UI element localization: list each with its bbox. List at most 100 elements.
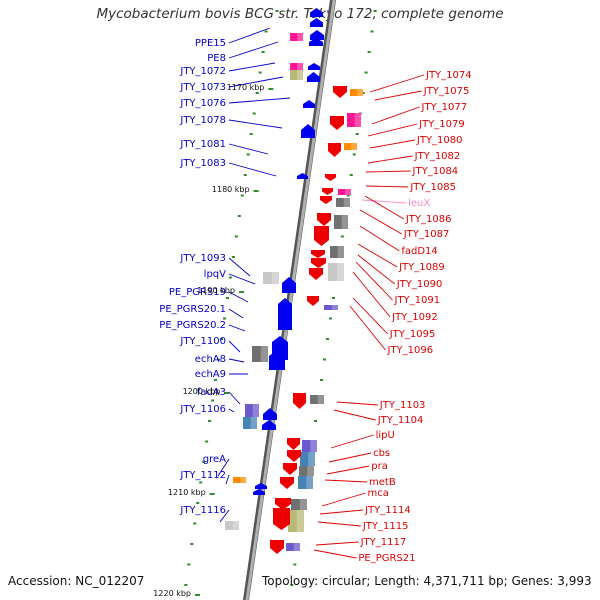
tick-dash	[325, 338, 329, 340]
reverse-gene-label: JTY_1080	[416, 135, 463, 146]
feature-block	[243, 417, 257, 429]
feature-block	[290, 33, 303, 41]
reverse-gene-label: JTY_1075	[423, 86, 470, 97]
forward-gene-label: PE_PGRS19	[169, 287, 226, 298]
feature-block-shade	[260, 346, 268, 362]
feature-block-shade	[341, 215, 348, 229]
forward-gene-label: echA9	[195, 369, 226, 380]
gene-labels: PPE15 PE8 JTY_1072 JTY_1073 JTY_1076 JTY_1078…	[159, 38, 471, 564]
forward-gene-arrow	[278, 298, 292, 330]
reverse-leader-line	[357, 243, 398, 268]
reverse-leader-line	[328, 452, 372, 463]
forward-leader-line	[225, 474, 230, 485]
forward-gene-arrow	[255, 483, 267, 489]
reverse-gene-label: JTY_1115	[362, 521, 409, 532]
feature-block-shade	[336, 263, 344, 281]
scale-label: 1180 kbp	[212, 185, 250, 194]
reverse-gene-label: JTY_1091	[394, 295, 441, 306]
forward-gene-arrow	[297, 173, 308, 179]
gene-arrows	[253, 8, 347, 554]
scale-label: 1200 kbp	[183, 387, 221, 396]
reverse-leader-line	[352, 297, 389, 335]
forward-gene-arrow	[282, 277, 296, 293]
reverse-leader-line	[352, 271, 391, 318]
reverse-gene-label: JTY_1104	[377, 415, 424, 426]
forward-leader-line	[228, 273, 256, 285]
reverse-gene-label: JTY_1082	[414, 151, 461, 162]
forward-gene-label: JTY_1078	[179, 115, 226, 126]
scale-label: 1210 kbp	[168, 488, 206, 497]
tick-dash	[331, 297, 335, 299]
reverse-gene-arrow	[287, 450, 301, 462]
reverse-leader-line	[367, 155, 413, 164]
feature-block-shade	[308, 452, 315, 466]
forward-gene-arrow	[310, 18, 323, 27]
reverse-gene-label: JTY_1077	[421, 102, 468, 113]
reverse-gene-label: PE_PGRS21	[358, 553, 415, 564]
reverse-gene-arrow	[320, 196, 332, 204]
forward-gene-label: greA	[203, 454, 226, 465]
tick-dash	[314, 420, 318, 422]
feature-block-shade	[297, 63, 303, 71]
reverse-leader-line	[324, 479, 368, 483]
reverse-gene-label: JTY_1096	[387, 345, 434, 356]
accession-text: Accession: NC_012207	[8, 574, 145, 588]
scale-label: 1170 kbp	[227, 83, 265, 92]
reverse-gene-arrow	[311, 258, 326, 268]
forward-leader-line	[228, 408, 235, 413]
forward-leader-line	[228, 358, 245, 363]
reverse-gene-label: JTY_1114	[364, 505, 411, 516]
reverse-gene-arrow	[293, 393, 306, 409]
reverse-leader-line	[361, 199, 407, 204]
reverse-leader-line	[315, 541, 359, 546]
reverse-gene-label: JTY_1087	[403, 229, 450, 240]
feature-block-shade	[306, 476, 313, 489]
reverse-gene-arrow	[328, 143, 341, 157]
feature-block-shade	[293, 543, 300, 551]
forward-gene-arrow	[308, 63, 320, 70]
feature-block-shade	[343, 198, 350, 207]
forward-gene-arrow	[301, 124, 315, 138]
reverse-leader-line	[357, 254, 396, 285]
reverse-gene-arrow	[309, 268, 323, 280]
label-leader-lines	[217, 27, 425, 559]
reverse-gene-label: JTY_1079	[418, 119, 465, 130]
forward-leader-line	[228, 291, 249, 303]
forward-leader-line	[228, 97, 291, 104]
forward-gene-label: JTY_1083	[179, 158, 226, 169]
scale-tick	[224, 392, 230, 394]
tick-dash	[370, 30, 374, 33]
tick-dash	[346, 194, 350, 197]
reverse-gene-label: JTY_1092	[391, 312, 438, 323]
reverse-leader-line	[355, 261, 393, 301]
tick-dash	[205, 440, 209, 443]
feature-block	[336, 198, 350, 207]
tick-dash	[249, 133, 253, 135]
tick-dash	[246, 153, 250, 156]
forward-gene-arrow	[303, 100, 315, 108]
feature-block	[328, 263, 344, 281]
tick-dash	[373, 10, 377, 12]
feature-block-shade	[250, 417, 257, 429]
tick-dash	[290, 584, 294, 586]
reverse-gene-arrow	[311, 250, 325, 258]
backbone-line	[245, 0, 336, 600]
reverse-gene-arrow	[325, 174, 336, 181]
reverse-leader-line	[365, 170, 411, 173]
forward-leader-line	[228, 76, 284, 88]
feature-block	[263, 272, 279, 284]
tick-dash	[340, 235, 344, 238]
reverse-leader-line	[330, 434, 374, 449]
reverse-gene-arrow	[322, 188, 333, 195]
feature-block	[286, 543, 300, 551]
feature-block-shade	[297, 70, 303, 80]
tick-dash	[219, 338, 223, 340]
reverse-gene-label: JTY_1084	[412, 166, 459, 177]
forward-gene-label: PPE15	[195, 38, 226, 49]
reverse-leader-line	[369, 139, 415, 149]
genome-backbone	[242, 0, 337, 600]
forward-gene-label: fadA3	[197, 387, 226, 398]
genome-summary-text: Topology: circular; Length: 4,371,711 bp…	[262, 574, 592, 588]
feature-block-shade	[345, 189, 351, 195]
tick-dash	[193, 522, 197, 525]
